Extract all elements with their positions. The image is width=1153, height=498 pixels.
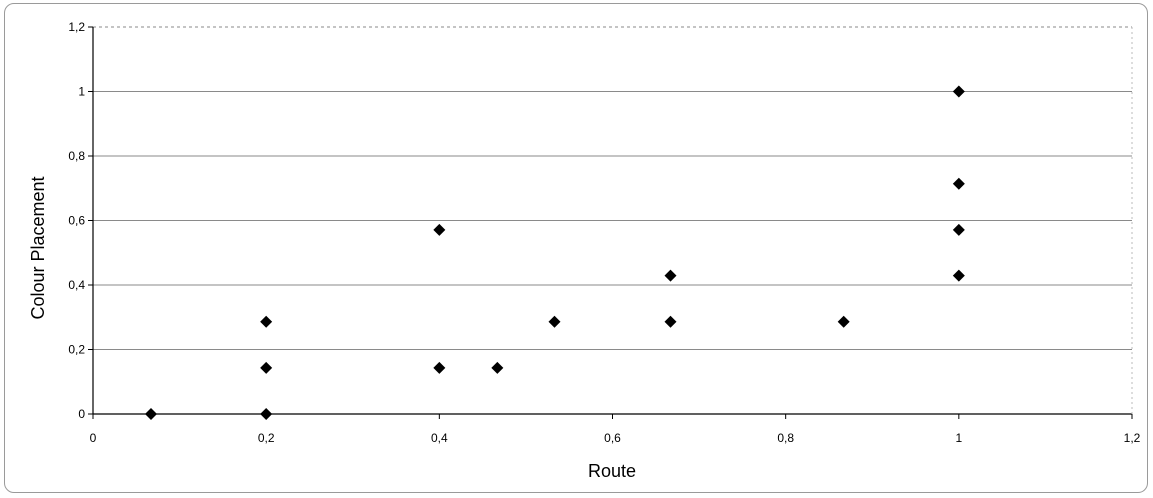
axes — [88, 26, 1133, 419]
x-tick-label: 0 — [90, 431, 97, 445]
y-tick-label: 0,6 — [68, 214, 85, 228]
data-point — [260, 361, 273, 374]
y-axis-title: Colour Placement — [28, 176, 48, 319]
data-point — [260, 408, 273, 420]
x-tick-label: 0,8 — [777, 431, 794, 445]
x-tick-label: 1 — [955, 431, 962, 445]
data-point — [952, 177, 965, 190]
x-tick-label: 1,2 — [1124, 431, 1141, 445]
x-axis-title: Route — [588, 461, 636, 481]
data-point — [433, 361, 446, 374]
y-tick-label: 0 — [78, 407, 85, 421]
chart-frame — [4, 3, 1148, 493]
data-point — [548, 315, 561, 328]
data-point — [952, 223, 965, 236]
y-tick-label: 1,2 — [68, 20, 85, 34]
data-point — [952, 85, 965, 98]
data-point — [145, 408, 158, 420]
data-point — [260, 315, 273, 328]
data-point — [952, 269, 965, 282]
x-tick-label: 0,4 — [431, 431, 448, 445]
x-tick-label: 0,2 — [258, 431, 275, 445]
y-tick-label: 0,2 — [68, 343, 85, 357]
data-point — [491, 361, 504, 374]
y-tick-label: 0,4 — [68, 278, 85, 292]
data-point — [433, 223, 446, 236]
gridlines — [93, 26, 1132, 350]
y-tick-label: 1 — [78, 85, 85, 99]
data-point — [837, 315, 850, 328]
x-tick-label: 0,6 — [604, 431, 621, 445]
data-point — [664, 315, 677, 328]
data-point — [664, 269, 677, 282]
y-tick-label: 0,8 — [68, 149, 85, 163]
tick-labels: 0 0,2 0,4 0,6 0,8 1 1,2 0 0,2 0,4 0,6 0,8 1 1,2 — [68, 20, 1140, 445]
data-points — [145, 85, 965, 420]
